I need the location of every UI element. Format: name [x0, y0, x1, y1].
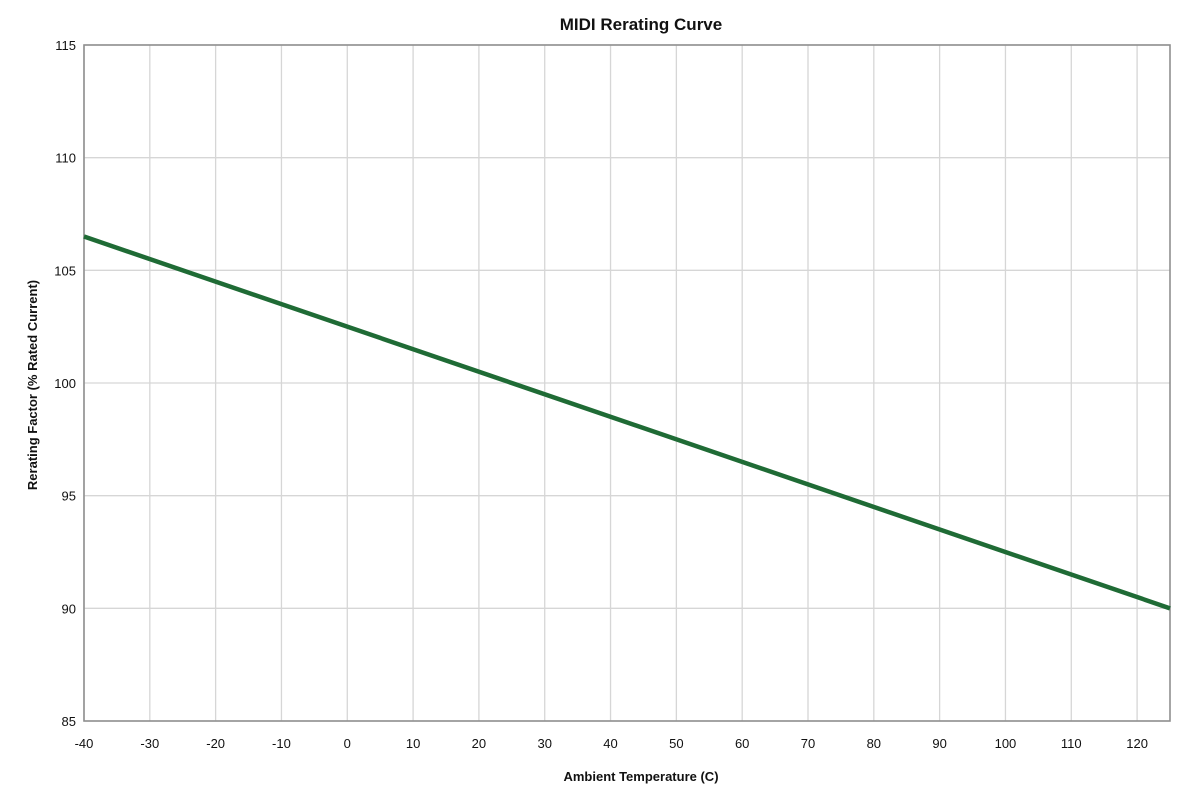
- y-tick-label: 95: [62, 489, 76, 504]
- x-tick-label: 100: [995, 736, 1017, 751]
- y-axis-label: Rerating Factor (% Rated Current): [25, 280, 40, 490]
- y-tick-label: 90: [62, 601, 76, 616]
- x-tick-label: 50: [669, 736, 683, 751]
- x-tick-label: 70: [801, 736, 815, 751]
- x-tick-label: -10: [272, 736, 291, 751]
- x-tick-label: 80: [867, 736, 881, 751]
- x-tick-label: 40: [603, 736, 617, 751]
- y-tick-labels: 85 90 95 100 105 110 115: [54, 38, 76, 729]
- x-tick-label: 20: [472, 736, 486, 751]
- grid-lines: [83, 44, 1170, 722]
- x-tick-label: -30: [140, 736, 159, 751]
- y-tick-label: 85: [62, 714, 76, 729]
- y-tick-label: 110: [55, 151, 76, 166]
- series-layer: [83, 234, 1171, 611]
- x-tick-label: 120: [1126, 736, 1148, 751]
- x-tick-label: 30: [537, 736, 551, 751]
- x-tick-label: -40: [75, 736, 94, 751]
- x-axis-label: Ambient Temperature (C): [563, 769, 718, 784]
- x-tick-labels: -40 -30 -20 -10 0 10 20 30 40 50 60 70 80 90 100 110 120: [75, 736, 1148, 751]
- x-tick-label: 110: [1061, 736, 1082, 751]
- series-line: [83, 234, 1171, 611]
- x-tick-label: 10: [406, 736, 420, 751]
- plot-area-frame: [83, 44, 1171, 722]
- x-tick-label: -20: [206, 736, 225, 751]
- y-tick-label: 105: [54, 263, 76, 278]
- y-tick-label: 115: [55, 38, 76, 53]
- y-tick-label: 100: [54, 376, 76, 391]
- x-tick-label: 60: [735, 736, 749, 751]
- x-tick-label: 90: [932, 736, 946, 751]
- chart-title: MIDI Rerating Curve: [560, 15, 722, 34]
- x-tick-label: 0: [344, 736, 351, 751]
